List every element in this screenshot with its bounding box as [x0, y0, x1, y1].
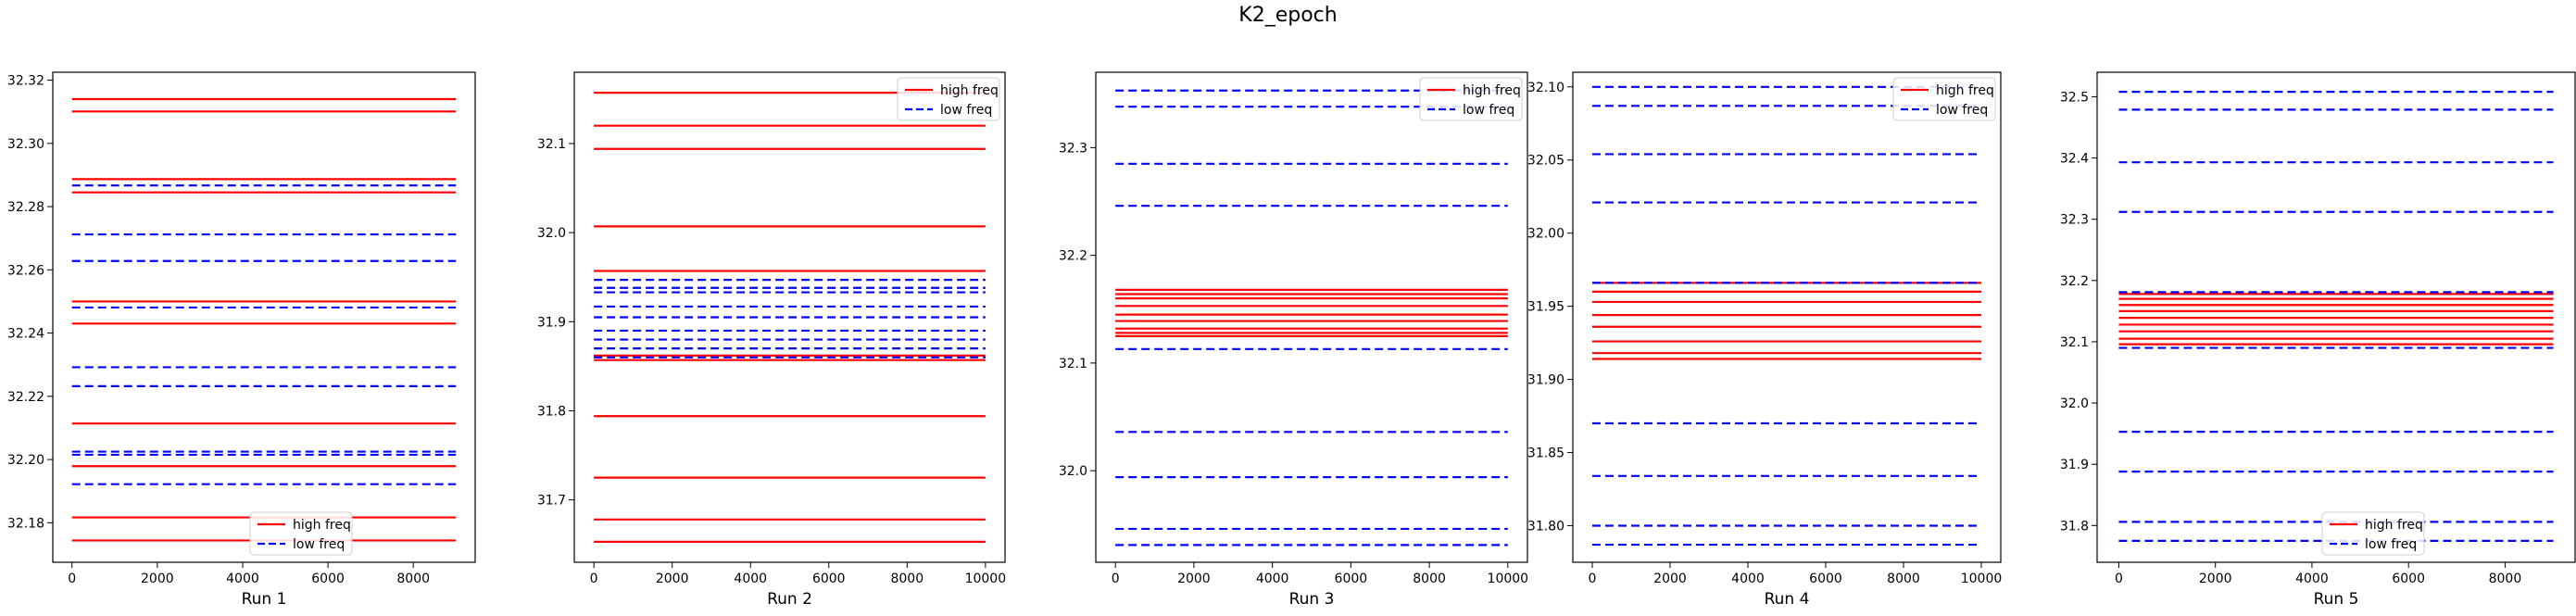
x-tick-label: 10000: [1488, 572, 1529, 586]
x-tick-label: 6000: [311, 572, 345, 586]
x-tick-label: 6000: [812, 572, 846, 586]
x-tick-label: 6000: [2392, 572, 2425, 586]
y-tick-label: 31.85: [1527, 446, 1564, 461]
x-tick-label: 0: [590, 572, 598, 586]
y-tick-label: 32.3: [2060, 213, 2089, 228]
x-tick-label: 10000: [965, 572, 1007, 586]
x-axis-label: Run 3: [1289, 590, 1335, 609]
x-axis-label: Run 4: [1765, 590, 1810, 609]
subplot-1: 0 2000 4000 6000 8000 32.18 32.20 32.22 32.24 32.…: [7, 71, 476, 609]
y-tick-label: 32.20: [7, 453, 44, 468]
y-tick-label: 32.1: [2060, 335, 2089, 350]
legend-high-freq-label: high freq: [1936, 83, 1994, 98]
legend-low-freq-label: low freq: [1463, 103, 1514, 118]
y-tick-label: 32.0: [2060, 396, 2089, 411]
legend-low-freq-label: low freq: [1936, 103, 1988, 118]
x-tick-label: 4000: [226, 572, 259, 586]
y-tick-label: 31.8: [537, 404, 566, 419]
figure-title: K2_epoch: [1238, 4, 1338, 27]
x-tick-label: 4000: [1731, 572, 1765, 586]
legend: high freq low freq: [1892, 77, 1996, 121]
y-tick-label: 32.30: [7, 137, 44, 152]
y-tick-label: 32.22: [7, 390, 44, 405]
axes-frame: [1095, 71, 1528, 563]
subplot-5: 0 2000 4000 6000 8000 31.8 31.9 32.0 32.1 32.2 32.…: [2060, 71, 2576, 609]
legend: high freq low freq: [1419, 77, 1523, 121]
y-tick-label: 32.1: [537, 137, 566, 152]
y-tick-label: 31.95: [1527, 300, 1564, 315]
legend-low-freq-label: low freq: [293, 537, 345, 552]
legend-low-freq-label: low freq: [940, 103, 992, 118]
y-tick-label: 32.28: [7, 200, 44, 215]
legend: high freq low freq: [897, 77, 1000, 121]
y-tick-label: 32.24: [7, 327, 44, 342]
x-tick-label: 0: [1112, 572, 1120, 586]
subplot-4: 0 2000 4000 6000 8000 10000 31.80 31.85 31.90 31.…: [1527, 71, 2003, 609]
x-tick-label: 2000: [2199, 572, 2232, 586]
y-tick-label: 32.10: [1527, 81, 1564, 95]
subplot-3: 0 2000 4000 6000 8000 10000 32.0 32.1 32.2 32.3 Ru…: [1059, 71, 1529, 609]
x-tick-label: 10000: [1961, 572, 2003, 586]
x-tick-label: 4000: [734, 572, 767, 586]
y-tick-label: 32.05: [1527, 154, 1564, 169]
x-tick-label: 2000: [141, 572, 174, 586]
x-tick-label: 6000: [1335, 572, 1368, 586]
axes-frame: [2096, 71, 2576, 563]
x-tick-label: 2000: [1177, 572, 1211, 586]
y-tick-label: 31.8: [2060, 519, 2089, 534]
y-tick-label: 32.18: [7, 516, 44, 531]
legend-high-freq-label: high freq: [293, 518, 351, 533]
y-tick-label: 32.1: [1059, 357, 1087, 371]
y-tick-label: 31.9: [2060, 458, 2089, 472]
x-tick-label: 8000: [890, 572, 924, 586]
x-tick-label: 8000: [1887, 572, 1920, 586]
y-tick-label: 32.0: [1059, 464, 1087, 479]
x-tick-label: 4000: [2295, 572, 2329, 586]
axes-frame: [1572, 71, 2002, 563]
y-tick-label: 32.2: [1059, 249, 1087, 264]
axes-frame: [52, 71, 476, 563]
legend: high freq low freq: [249, 511, 353, 556]
y-tick-label: 31.80: [1527, 520, 1564, 534]
x-axis-label: Run 2: [767, 590, 812, 609]
subplot-2: 0 2000 4000 6000 8000 10000 31.7 31.8 31.9 32.0 32…: [537, 71, 1007, 609]
y-tick-label: 32.5: [2060, 90, 2089, 105]
x-axis-label: Run 1: [242, 590, 287, 609]
x-tick-label: 0: [68, 572, 76, 586]
x-tick-label: 8000: [1413, 572, 1446, 586]
legend-low-freq-label: low freq: [2365, 537, 2417, 552]
legend: high freq low freq: [2321, 511, 2425, 556]
y-tick-label: 31.9: [537, 315, 566, 330]
x-tick-label: 6000: [1809, 572, 1842, 586]
x-tick-label: 0: [1589, 572, 1597, 586]
y-tick-label: 32.26: [7, 263, 44, 278]
y-tick-label: 32.0: [537, 226, 566, 241]
legend-high-freq-label: high freq: [940, 83, 999, 98]
y-tick-label: 32.3: [1059, 141, 1087, 156]
y-tick-label: 32.00: [1527, 227, 1564, 242]
y-tick-label: 32.32: [7, 74, 44, 89]
x-tick-label: 0: [2115, 572, 2123, 586]
y-tick-label: 31.7: [537, 494, 566, 509]
y-tick-label: 32.2: [2060, 274, 2089, 289]
legend-high-freq-label: high freq: [2365, 518, 2423, 533]
x-tick-label: 2000: [656, 572, 689, 586]
x-tick-label: 8000: [396, 572, 430, 586]
y-tick-label: 32.4: [2060, 152, 2089, 167]
x-tick-label: 2000: [1653, 572, 1687, 586]
legend-high-freq-label: high freq: [1463, 83, 1521, 98]
x-tick-label: 8000: [2489, 572, 2522, 586]
axes-frame: [573, 71, 1006, 563]
x-axis-label: Run 5: [2314, 590, 2359, 609]
y-tick-label: 31.90: [1527, 373, 1564, 388]
x-tick-label: 4000: [1256, 572, 1289, 586]
